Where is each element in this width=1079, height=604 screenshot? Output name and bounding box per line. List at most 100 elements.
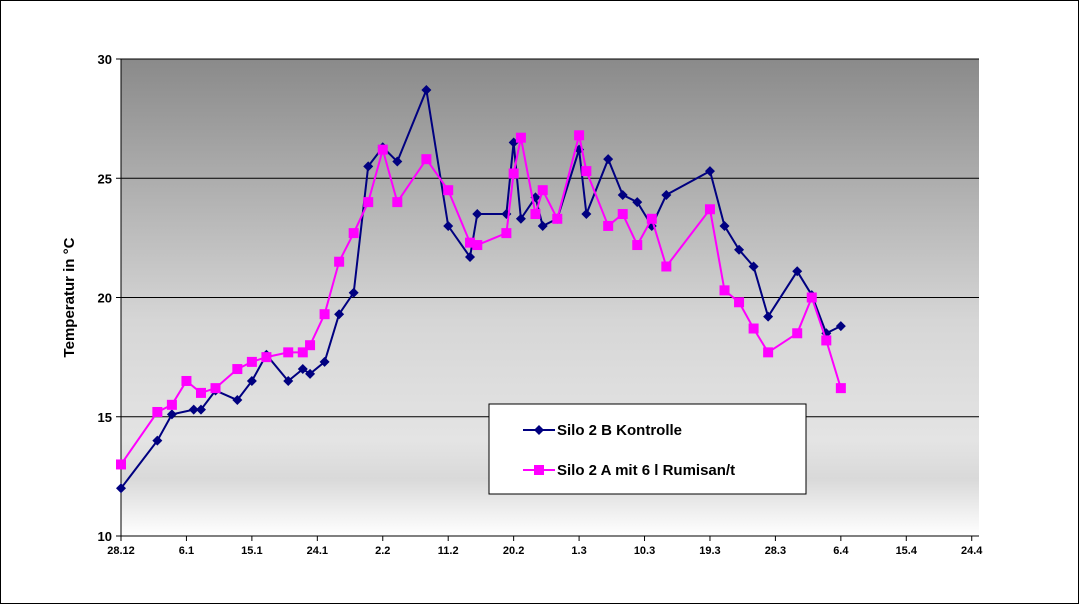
legend-box	[488, 403, 807, 495]
data-point	[501, 228, 512, 239]
data-point	[806, 292, 817, 303]
data-point	[377, 144, 388, 155]
x-tick-label: 20.2	[503, 545, 524, 557]
y-tick-label: 20	[98, 291, 112, 306]
y-tick-label: 25	[98, 171, 112, 186]
data-point	[552, 213, 563, 224]
x-tick-label: 28.12	[107, 545, 135, 557]
data-point	[821, 335, 832, 346]
data-point	[581, 166, 592, 177]
data-point	[508, 168, 519, 179]
x-tick-label: 19.3	[699, 545, 720, 557]
x-tick-label: 24.1	[307, 545, 328, 557]
data-point	[443, 185, 454, 196]
data-point	[166, 409, 177, 420]
data-point	[734, 297, 745, 308]
data-point	[719, 285, 730, 296]
data-point	[116, 459, 126, 470]
x-tick-label: 2.2	[375, 545, 390, 557]
data-point	[537, 185, 548, 196]
data-point	[581, 209, 592, 220]
data-point	[515, 213, 526, 224]
y-axis-title: Temperatur in °C	[61, 237, 78, 357]
data-point	[152, 435, 163, 446]
data-point	[748, 261, 759, 272]
legend-label: Silo 2 A mit 6 l Rumisan/t	[557, 462, 735, 479]
series-2	[116, 130, 846, 470]
data-point	[661, 189, 672, 200]
y-axis-ticks: 10 15 20 25 30	[98, 52, 121, 544]
x-tick-label: 10.3	[634, 545, 655, 557]
data-point	[835, 383, 846, 394]
legend-item-2: Silo 2 A mit 6 l Rumisan/t	[523, 462, 735, 479]
data-point	[443, 220, 454, 231]
data-point	[792, 266, 803, 277]
x-tick-label: 28.3	[765, 545, 786, 557]
x-tick-label: 1.3	[571, 545, 586, 557]
data-point	[530, 209, 541, 220]
data-point	[348, 228, 359, 239]
data-point	[334, 256, 345, 267]
data-point	[472, 240, 483, 251]
y-tick-label: 15	[98, 410, 112, 425]
data-point	[283, 347, 294, 358]
data-point	[632, 197, 643, 208]
data-point	[719, 220, 730, 231]
data-point	[465, 237, 476, 248]
data-point	[603, 154, 614, 165]
data-point	[305, 368, 316, 379]
series-layer	[116, 85, 846, 494]
data-point	[472, 209, 483, 220]
data-point	[297, 347, 308, 358]
data-point	[421, 154, 432, 165]
data-point	[283, 375, 294, 386]
data-point	[465, 251, 476, 262]
data-point	[617, 189, 628, 200]
gridlines	[121, 58, 979, 418]
data-point	[305, 340, 316, 351]
data-point	[392, 197, 403, 208]
data-point	[188, 404, 199, 415]
data-point	[195, 387, 206, 398]
legend-marker	[534, 465, 544, 475]
data-point	[574, 130, 585, 141]
data-point	[632, 240, 643, 251]
y-tick-label: 10	[98, 529, 112, 544]
data-point	[748, 323, 759, 334]
data-point	[246, 356, 257, 367]
data-point	[181, 375, 192, 386]
data-point	[116, 483, 126, 494]
data-point	[617, 209, 628, 220]
data-point	[195, 404, 206, 415]
data-point	[363, 161, 374, 172]
data-point	[537, 220, 548, 231]
x-tick-label: 15.1	[241, 545, 262, 557]
data-point	[835, 321, 846, 332]
data-point	[152, 406, 163, 417]
data-point	[319, 356, 330, 367]
x-tick-label: 6.4	[833, 545, 849, 557]
data-point	[421, 85, 432, 96]
data-point	[210, 383, 221, 394]
x-tick-label: 6.1	[179, 545, 194, 557]
data-point	[319, 309, 330, 320]
data-point	[334, 309, 345, 320]
data-point	[392, 156, 403, 167]
data-point	[792, 328, 803, 339]
series-line	[120, 86, 842, 489]
data-point	[166, 399, 177, 410]
x-axis-ticks: 28.12 6.1 15.1 24.1 2.2 11.2 20.2 1.3 10.3 19.3 28…	[107, 536, 983, 557]
legend: Silo 2 B Kontrolle Silo 2 A mit 6 l Rumis…	[488, 403, 807, 495]
x-tick-label: 24.4	[961, 545, 983, 557]
legend-marker	[534, 425, 544, 435]
x-tick-label: 11.2	[438, 545, 459, 557]
data-point	[603, 220, 614, 231]
legend-item-1: Silo 2 B Kontrolle	[523, 422, 682, 439]
data-point	[763, 311, 774, 322]
data-point	[646, 213, 657, 224]
data-point	[232, 364, 243, 375]
data-point	[261, 352, 272, 363]
legend-label: Silo 2 B Kontrolle	[557, 422, 682, 439]
data-point	[363, 197, 374, 208]
